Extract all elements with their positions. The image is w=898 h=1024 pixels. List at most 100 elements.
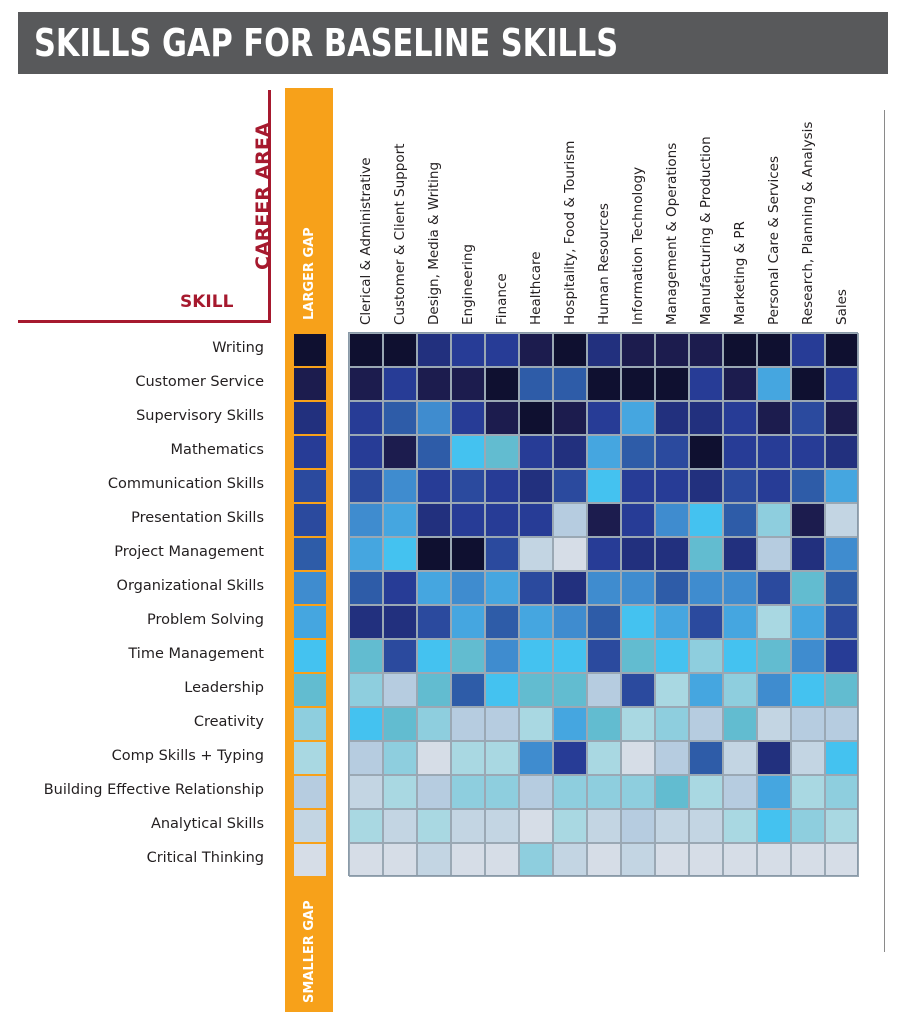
column-label: Finance [494, 273, 510, 325]
heatmap-cell [723, 741, 757, 775]
heatmap-cell [825, 367, 859, 401]
heatmap-cell [519, 333, 553, 367]
heatmap-cell [383, 673, 417, 707]
heatmap-cell [417, 571, 451, 605]
heatmap-cell [451, 333, 485, 367]
column-label: Personal Care & Services [766, 156, 782, 325]
heatmap-cell [485, 367, 519, 401]
larger-gap-label: LARGER GAP [302, 227, 317, 320]
heatmap-cell [383, 401, 417, 435]
legend-swatch [294, 504, 326, 536]
heatmap-cell [485, 707, 519, 741]
heatmap-cell [621, 537, 655, 571]
heatmap-cell [485, 741, 519, 775]
heatmap-cell [723, 775, 757, 809]
heatmap-cell [519, 367, 553, 401]
heatmap-cell [689, 503, 723, 537]
heatmap-cell [349, 435, 383, 469]
heatmap-cell [417, 367, 451, 401]
heatmap-cell [383, 639, 417, 673]
column-label: Management & Operations [664, 142, 680, 325]
heatmap-cell [791, 605, 825, 639]
heatmap-cell [519, 605, 553, 639]
heatmap-cell [383, 707, 417, 741]
heatmap-cell [791, 775, 825, 809]
heatmap-cell [587, 435, 621, 469]
heatmap-cell [349, 333, 383, 367]
heatmap-cell [485, 809, 519, 843]
heatmap-cell [791, 469, 825, 503]
heatmap-cell [485, 571, 519, 605]
heatmap-cell [519, 741, 553, 775]
heatmap-cell [587, 367, 621, 401]
heatmap-cell [723, 469, 757, 503]
heatmap-cell [621, 469, 655, 503]
heatmap-cell [485, 843, 519, 877]
heatmap-cell [417, 843, 451, 877]
heatmap-cell [519, 809, 553, 843]
corner-divider-horizontal [18, 320, 271, 323]
heatmap-cell [791, 537, 825, 571]
heatmap-cell [553, 401, 587, 435]
heatmap-cell [485, 537, 519, 571]
heatmap-cell [451, 775, 485, 809]
heatmap-cell [519, 673, 553, 707]
heatmap-cell [553, 843, 587, 877]
heatmap-cell [519, 843, 553, 877]
heatmap-cell [349, 469, 383, 503]
heatmap-cell [757, 469, 791, 503]
heatmap-cell [587, 503, 621, 537]
heatmap-cell [553, 333, 587, 367]
heatmap-cell [723, 401, 757, 435]
heatmap-cell [825, 503, 859, 537]
heatmap-cell [655, 333, 689, 367]
heatmap-cell [689, 401, 723, 435]
heatmap-cell [723, 503, 757, 537]
heatmap-cell [485, 775, 519, 809]
heatmap-cell [791, 367, 825, 401]
heatmap-cell [689, 435, 723, 469]
heatmap-cell [825, 469, 859, 503]
row-label: Building Effective Relationship [43, 782, 264, 798]
heatmap-cell [757, 639, 791, 673]
heatmap-cell [519, 775, 553, 809]
heatmap-cell [621, 843, 655, 877]
heatmap-cell [655, 775, 689, 809]
heatmap-cell [383, 503, 417, 537]
heatmap-cell [655, 503, 689, 537]
heatmap-cell [655, 673, 689, 707]
column-label: Healthcare [528, 251, 544, 325]
heatmap-cell [519, 537, 553, 571]
row-label: Problem Solving [147, 612, 264, 628]
column-label: Manufacturing & Production [698, 136, 714, 325]
heatmap-cell [417, 707, 451, 741]
heatmap-cell [825, 435, 859, 469]
heatmap-cell [723, 843, 757, 877]
heatmap-cell [519, 707, 553, 741]
row-label: Comp Skills + Typing [111, 748, 264, 764]
heatmap-cell [791, 843, 825, 877]
legend-swatch [294, 742, 326, 774]
heatmap-cell [825, 639, 859, 673]
heatmap-cell [723, 673, 757, 707]
legend-swatch [294, 776, 326, 808]
heatmap-cell [689, 673, 723, 707]
heatmap-cell [417, 741, 451, 775]
row-label: Leadership [184, 680, 264, 696]
heatmap-cell [655, 707, 689, 741]
heatmap-cell [757, 707, 791, 741]
heatmap-cell [723, 367, 757, 401]
heatmap-cell [451, 741, 485, 775]
heatmap-cell [485, 333, 519, 367]
heatmap-cell [417, 605, 451, 639]
heatmap-cell [553, 571, 587, 605]
heatmap-cell [383, 775, 417, 809]
heatmap-cell [519, 571, 553, 605]
heatmap-cell [757, 537, 791, 571]
heatmap-cell [417, 537, 451, 571]
heatmap-cell [383, 537, 417, 571]
row-label: Critical Thinking [146, 850, 264, 866]
legend-swatch [294, 606, 326, 638]
heatmap-cell [723, 605, 757, 639]
heatmap-cell [587, 673, 621, 707]
